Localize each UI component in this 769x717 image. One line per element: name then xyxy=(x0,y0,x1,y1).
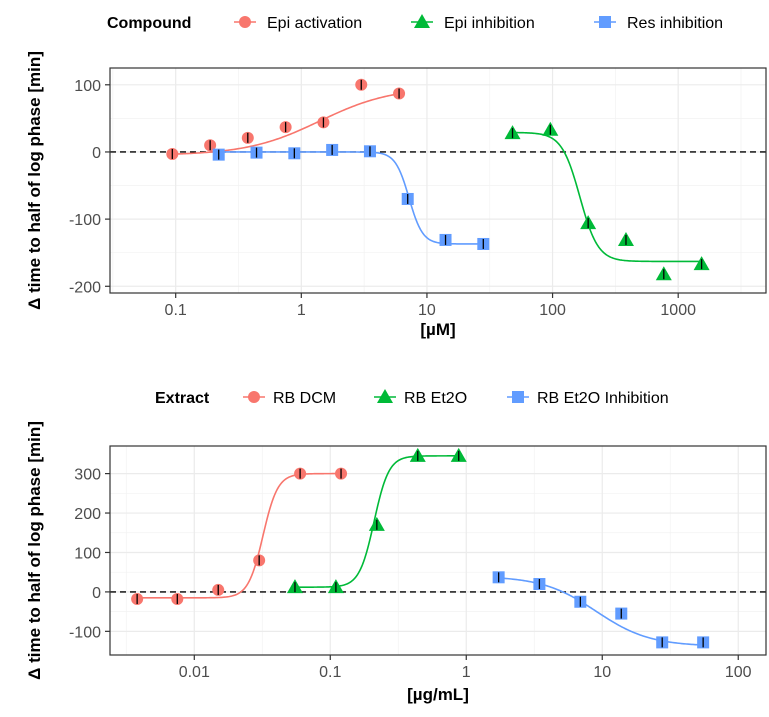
y-tick-label: 300 xyxy=(74,467,101,484)
x-tick-label: 10 xyxy=(418,302,436,319)
legend-label: RB DCM xyxy=(273,390,336,407)
y-tick-label: 100 xyxy=(74,78,101,95)
legend-key-marker xyxy=(599,16,611,28)
legend-key-marker xyxy=(512,391,524,403)
legend-label: Epi activation xyxy=(267,15,362,32)
fit-curve-1 xyxy=(172,92,400,155)
x-tick-label: 1 xyxy=(297,302,306,319)
legend-title: Extract xyxy=(155,390,210,407)
legend-key-marker xyxy=(377,389,393,403)
series-2 xyxy=(504,121,710,281)
x-tick-label: 100 xyxy=(539,302,566,319)
panel-border xyxy=(109,445,767,656)
y-tick-label: -100 xyxy=(69,212,101,229)
plot-area xyxy=(110,446,766,655)
x-tick-label: 0.1 xyxy=(319,664,341,681)
series-3 xyxy=(212,143,490,250)
x-tick-label: 0.01 xyxy=(179,664,210,681)
x-tick-label: 0.1 xyxy=(165,302,187,319)
chart-panel-2: 0.01 0.1 1 10 100 -100 0 100 200 300 [µg/mL] Δ time… xyxy=(25,389,767,704)
fit-curve-3 xyxy=(218,151,484,245)
legend-title: Compound xyxy=(107,15,191,32)
series-3 xyxy=(492,571,710,649)
legend-label: Epi inhibition xyxy=(444,15,535,32)
x-tick-label: 1 xyxy=(462,664,471,681)
legend-label: Res inhibition xyxy=(627,15,723,32)
x-axis-title: [µM] xyxy=(420,320,455,339)
legend: Compound Epi activation Epi inhibition Res … xyxy=(107,14,723,32)
y-tick-label: 200 xyxy=(74,506,101,523)
y-tick-label: -100 xyxy=(69,624,101,641)
series-2 xyxy=(286,447,467,594)
y-axis-title: Δ time to half of log phase [min] xyxy=(25,51,44,310)
plot-area xyxy=(110,68,766,293)
x-tick-label: 1000 xyxy=(660,302,696,319)
x-tick-label: 10 xyxy=(593,664,611,681)
x-tick-label: 100 xyxy=(725,664,752,681)
legend-label: RB Et2O xyxy=(404,390,467,407)
x-axis-title: [µg/mL] xyxy=(407,685,469,704)
series-1 xyxy=(131,467,348,606)
y-tick-label: 0 xyxy=(92,145,101,162)
y-tick-label: -200 xyxy=(69,279,101,296)
legend: Extract RB DCM RB Et2O RB Et2O Inhibition xyxy=(155,389,669,407)
fit-curve-1 xyxy=(137,472,342,599)
legend-key-marker xyxy=(239,16,251,28)
fit-curve-3 xyxy=(498,577,704,646)
series-1 xyxy=(166,78,406,160)
legend-key-marker xyxy=(414,14,430,28)
grid xyxy=(110,68,766,293)
y-tick-label: 100 xyxy=(74,545,101,562)
legend-key-marker xyxy=(248,391,260,403)
y-axis-title: Δ time to half of log phase [min] xyxy=(25,421,44,680)
legend-label: RB Et2O Inhibition xyxy=(537,390,669,407)
panel-border xyxy=(109,67,767,294)
chart-panel-1: 0.1 1 10 100 1000 -200 -100 0 100 [µM] Δ time to h… xyxy=(25,14,767,339)
fit-curve-2 xyxy=(294,455,459,588)
y-tick-label: 0 xyxy=(92,585,101,602)
